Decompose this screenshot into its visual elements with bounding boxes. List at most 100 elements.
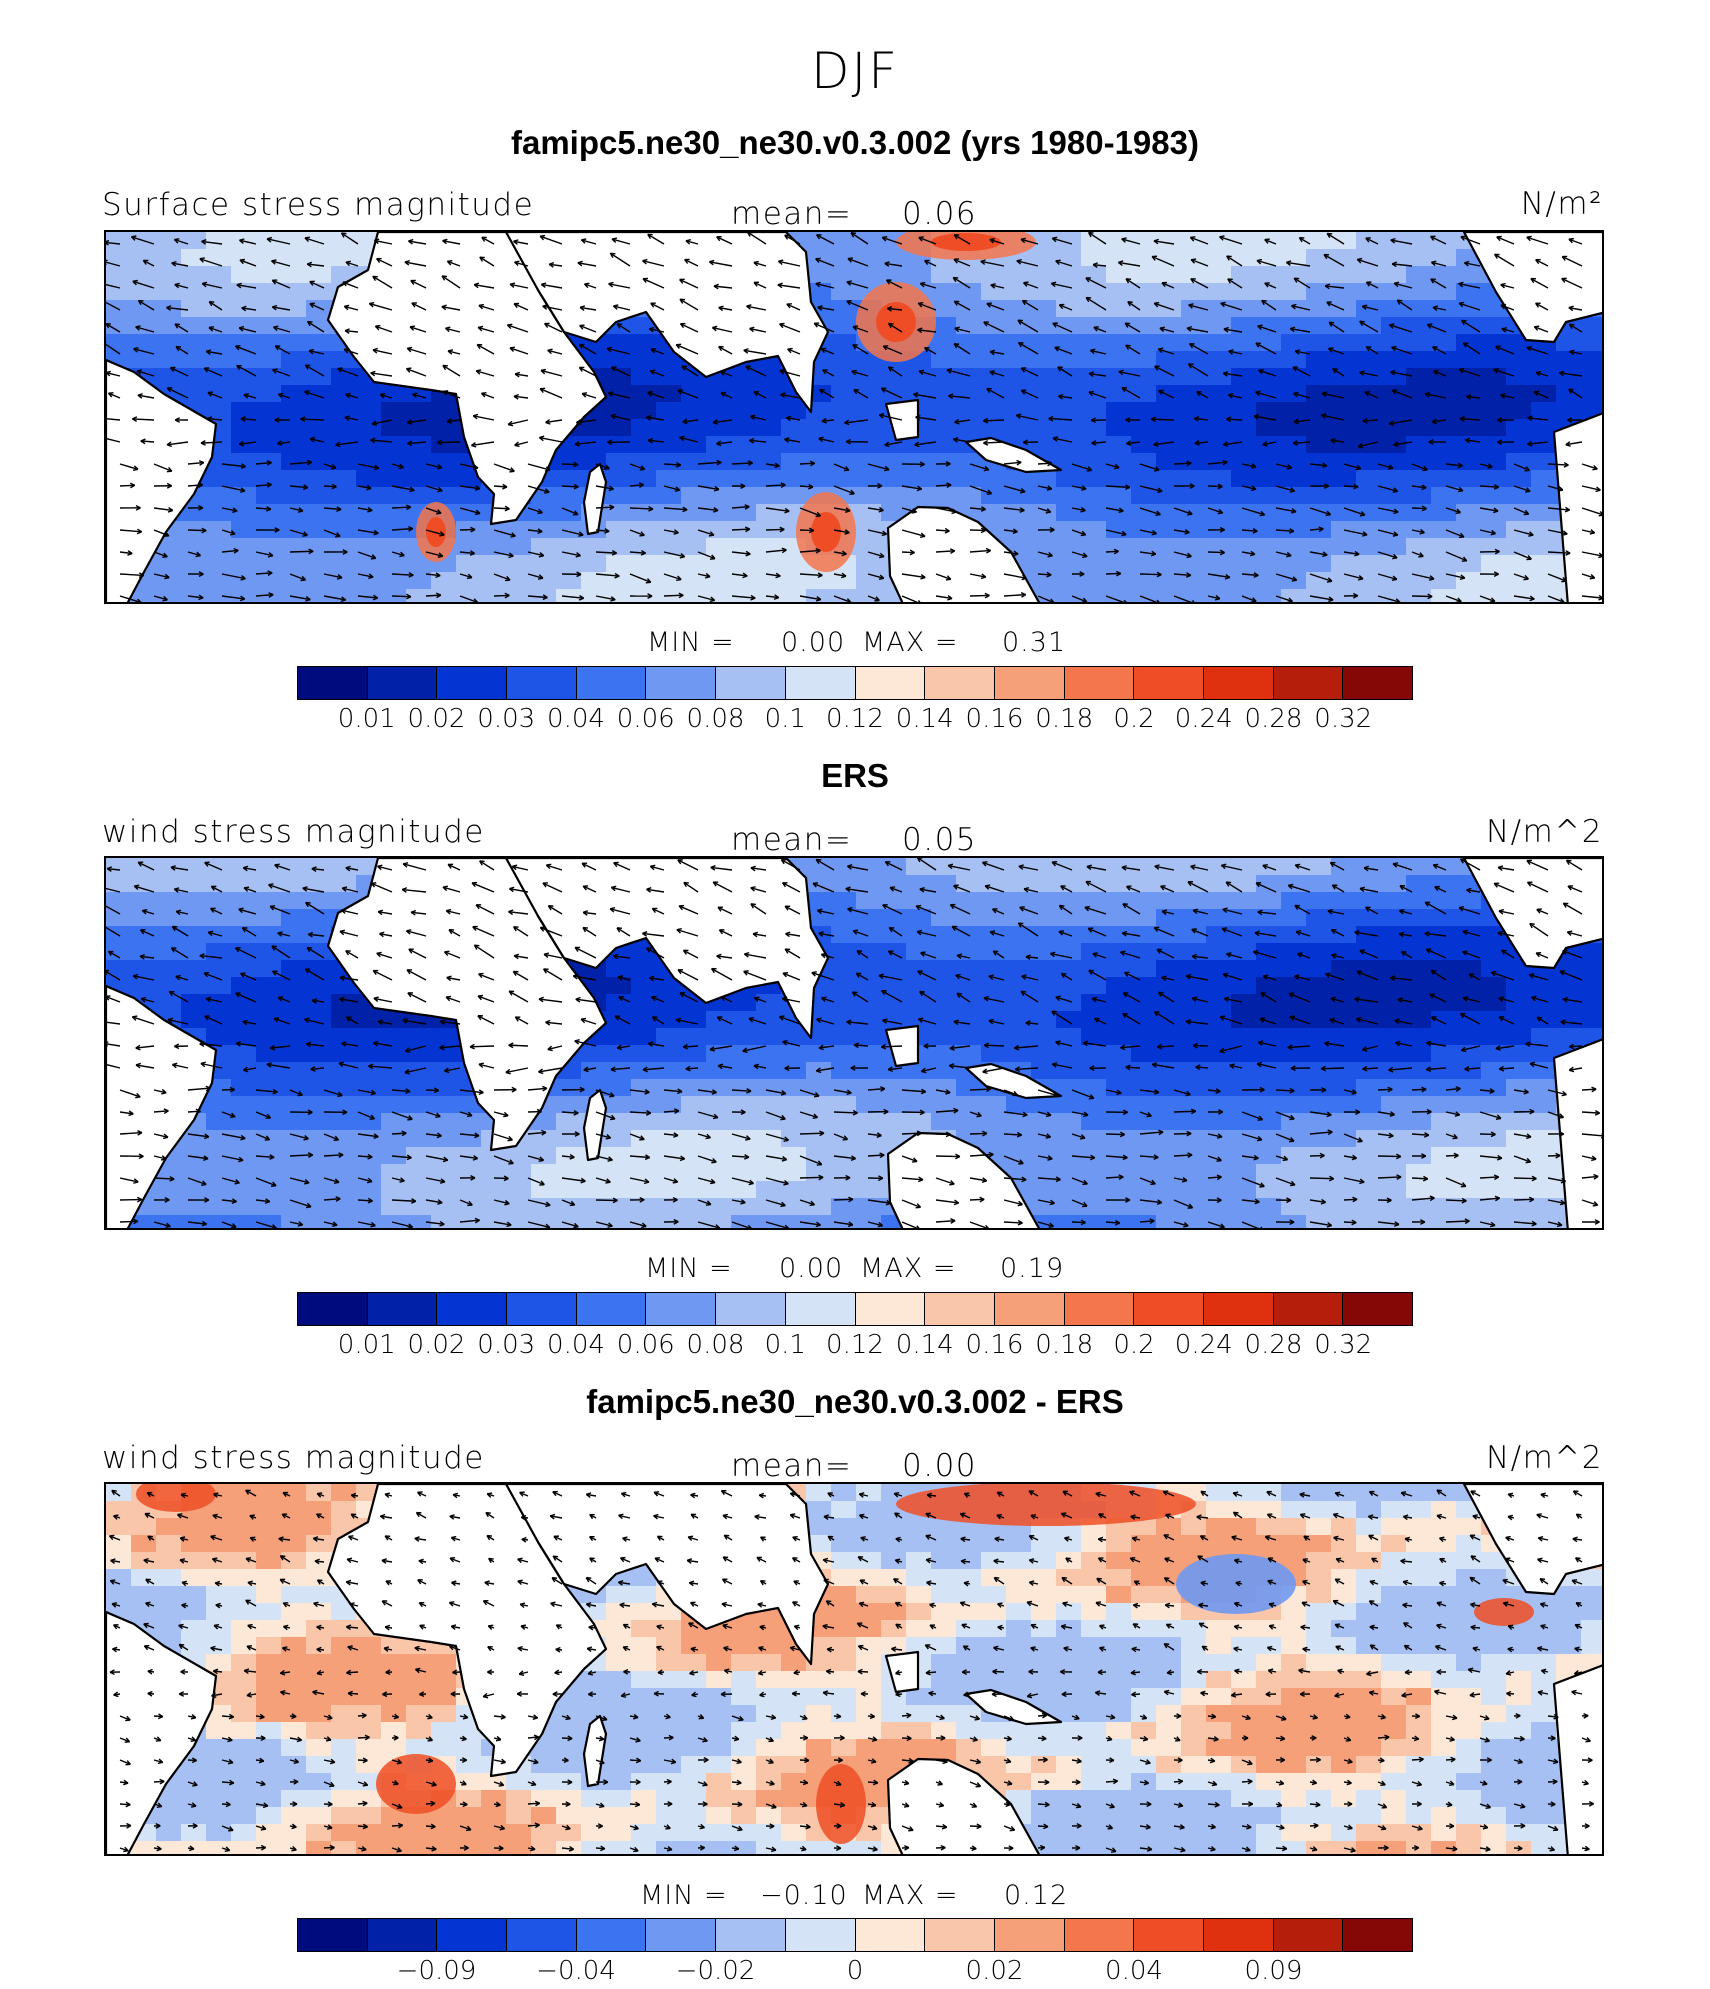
colorbar-swatch: [1203, 667, 1274, 699]
colorbar-diff: [297, 1918, 1413, 1952]
min-value-obs: 0.00: [779, 1253, 844, 1284]
colorbar-swatch: [298, 1919, 368, 1951]
colorbar-swatch: [1134, 1293, 1204, 1325]
colorbar-tick-label: 0.06: [616, 1330, 675, 1360]
colorbar-swatch: [367, 667, 438, 699]
colorbar-swatch: [437, 1293, 508, 1325]
colorbar-tick-label: 0.01: [337, 704, 396, 734]
stress-map-model: [104, 230, 1604, 604]
colorbar-swatch: [785, 1919, 856, 1951]
colorbar-tick-label: 0.1: [764, 1330, 806, 1360]
colorbar-swatch: [367, 1293, 438, 1325]
mean-label-model: mean=: [731, 196, 853, 232]
colorbar-swatch: [785, 1293, 856, 1325]
panel-title-diff: famipc5.ne30_ne30.v0.3.002 - ERS: [586, 1383, 1124, 1420]
colorbar-tick-label: 0.28: [1244, 704, 1303, 734]
stress-map-obs: [104, 856, 1604, 1230]
colorbar-swatch: [507, 667, 577, 699]
colorbar-tick-label: 0.09: [1244, 1956, 1303, 1986]
colorbar-swatch: [855, 1919, 926, 1951]
colorbar-swatch: [716, 667, 786, 699]
colorbar-swatch: [646, 667, 717, 699]
colorbar-swatch: [576, 1919, 647, 1951]
colorbar-swatch: [1064, 667, 1135, 699]
mean-label-obs: mean=: [731, 822, 853, 858]
colorbar-tick-label: 0.04: [547, 1330, 605, 1360]
colorbar-tick-label: 0.2: [1113, 704, 1155, 734]
colorbar-swatch: [367, 1919, 438, 1951]
colorbar-tick-label: 0.2: [1113, 1330, 1155, 1360]
colorbar-swatch: [1273, 1293, 1344, 1325]
colorbar-swatch: [716, 1919, 786, 1951]
min-label-model: MIN =: [647, 627, 735, 658]
colorbar-tick-label: 0.24: [1174, 704, 1233, 734]
colorbar-tick-label: 0.06: [616, 704, 675, 734]
colorbar-ticks-model: 0.01 0.02 0.03 0.04 0.06 0.08 0.1 0.12 0.14 0.16 0…: [297, 704, 1413, 736]
mean-value-diff: 0.00: [902, 1448, 978, 1484]
colorbar-swatch: [1273, 667, 1344, 699]
colorbar-tick-label: 0.24: [1174, 1330, 1233, 1360]
coastline: [886, 1757, 1041, 1854]
colorbar-swatch: [1203, 1919, 1274, 1951]
units-label-diff: N/m^2: [1485, 1440, 1603, 1476]
colorbar-swatch: [994, 1293, 1065, 1325]
colorbar-tick-label: 0.14: [895, 1330, 954, 1360]
stress-vectors: [106, 232, 1602, 602]
min-value-model: 0.00: [781, 627, 846, 658]
colorbar-swatch: [507, 1293, 577, 1325]
colorbar-tick-label: 0.12: [826, 1330, 884, 1360]
colorbar-tick-label: −0.02: [675, 1956, 756, 1986]
panel-title-obs: ERS: [821, 757, 889, 794]
colorbar-model: [297, 666, 1413, 700]
colorbar-swatch: [576, 667, 647, 699]
units-label-model: N/m²: [1520, 186, 1603, 222]
colorbar-tick-label: 0.28: [1244, 1330, 1303, 1360]
variable-label-model: Surface stress magnitude: [102, 187, 535, 223]
colorbar-swatch: [298, 1293, 368, 1325]
colorbar-tick-label: 0.04: [1105, 1956, 1163, 1986]
colorbar-tick-label: 0.08: [686, 1330, 745, 1360]
map-canvas: [106, 858, 1602, 1228]
colorbar-swatch: [646, 1293, 717, 1325]
stress-vectors: [108, 1489, 1594, 1853]
colorbar-tick-label: 0.14: [895, 704, 954, 734]
variable-label-diff: wind stress magnitude: [102, 1440, 485, 1476]
colorbar-tick-label: 0.32: [1314, 1330, 1373, 1360]
max-label-diff: MAX =: [862, 1880, 959, 1911]
colorbar-tick-label: 0.08: [686, 704, 745, 734]
min-label-diff: MIN =: [640, 1880, 728, 1911]
colorbar-tick-label: 0.1: [764, 704, 806, 734]
colorbar-tick-label: 0.32: [1314, 704, 1373, 734]
colorbar-swatch: [1273, 1919, 1344, 1951]
min-label-obs: MIN =: [645, 1253, 733, 1284]
colorbar-tick-label: 0.03: [477, 704, 536, 734]
colorbar-swatch: [925, 1293, 995, 1325]
colorbar-swatch: [925, 667, 995, 699]
coastline: [582, 462, 608, 536]
coastline: [964, 436, 1063, 474]
figure-title: DJF: [810, 42, 899, 100]
colorbar-tick-label: 0.03: [477, 1330, 536, 1360]
colorbar-swatch: [1134, 1919, 1204, 1951]
coastline: [1552, 1664, 1602, 1854]
colorbar-swatch: [1343, 667, 1412, 699]
colorbar-swatch: [507, 1919, 577, 1951]
colorbar-swatch: [1343, 1919, 1412, 1951]
units-label-obs: N/m^2: [1485, 814, 1603, 850]
coastline: [1462, 1484, 1602, 1596]
coastline: [106, 358, 218, 602]
colorbar-swatch: [298, 667, 368, 699]
max-label-obs: MAX =: [860, 1253, 957, 1284]
colorbar-swatch: [785, 667, 856, 699]
coastline: [582, 1714, 608, 1788]
colorbar-tick-label: 0.16: [965, 1330, 1024, 1360]
colorbar-tick-label: 0.18: [1035, 1330, 1094, 1360]
max-value-model: 0.31: [1002, 627, 1067, 658]
max-value-diff: 0.12: [1004, 1880, 1069, 1911]
colorbar-swatch: [1343, 1293, 1412, 1325]
colorbar-swatch: [437, 667, 508, 699]
coastline: [106, 1610, 218, 1854]
colorbar-swatch: [1064, 1919, 1135, 1951]
colorbar-swatch: [1203, 1293, 1274, 1325]
colorbar-tick-label: −0.04: [536, 1956, 616, 1986]
